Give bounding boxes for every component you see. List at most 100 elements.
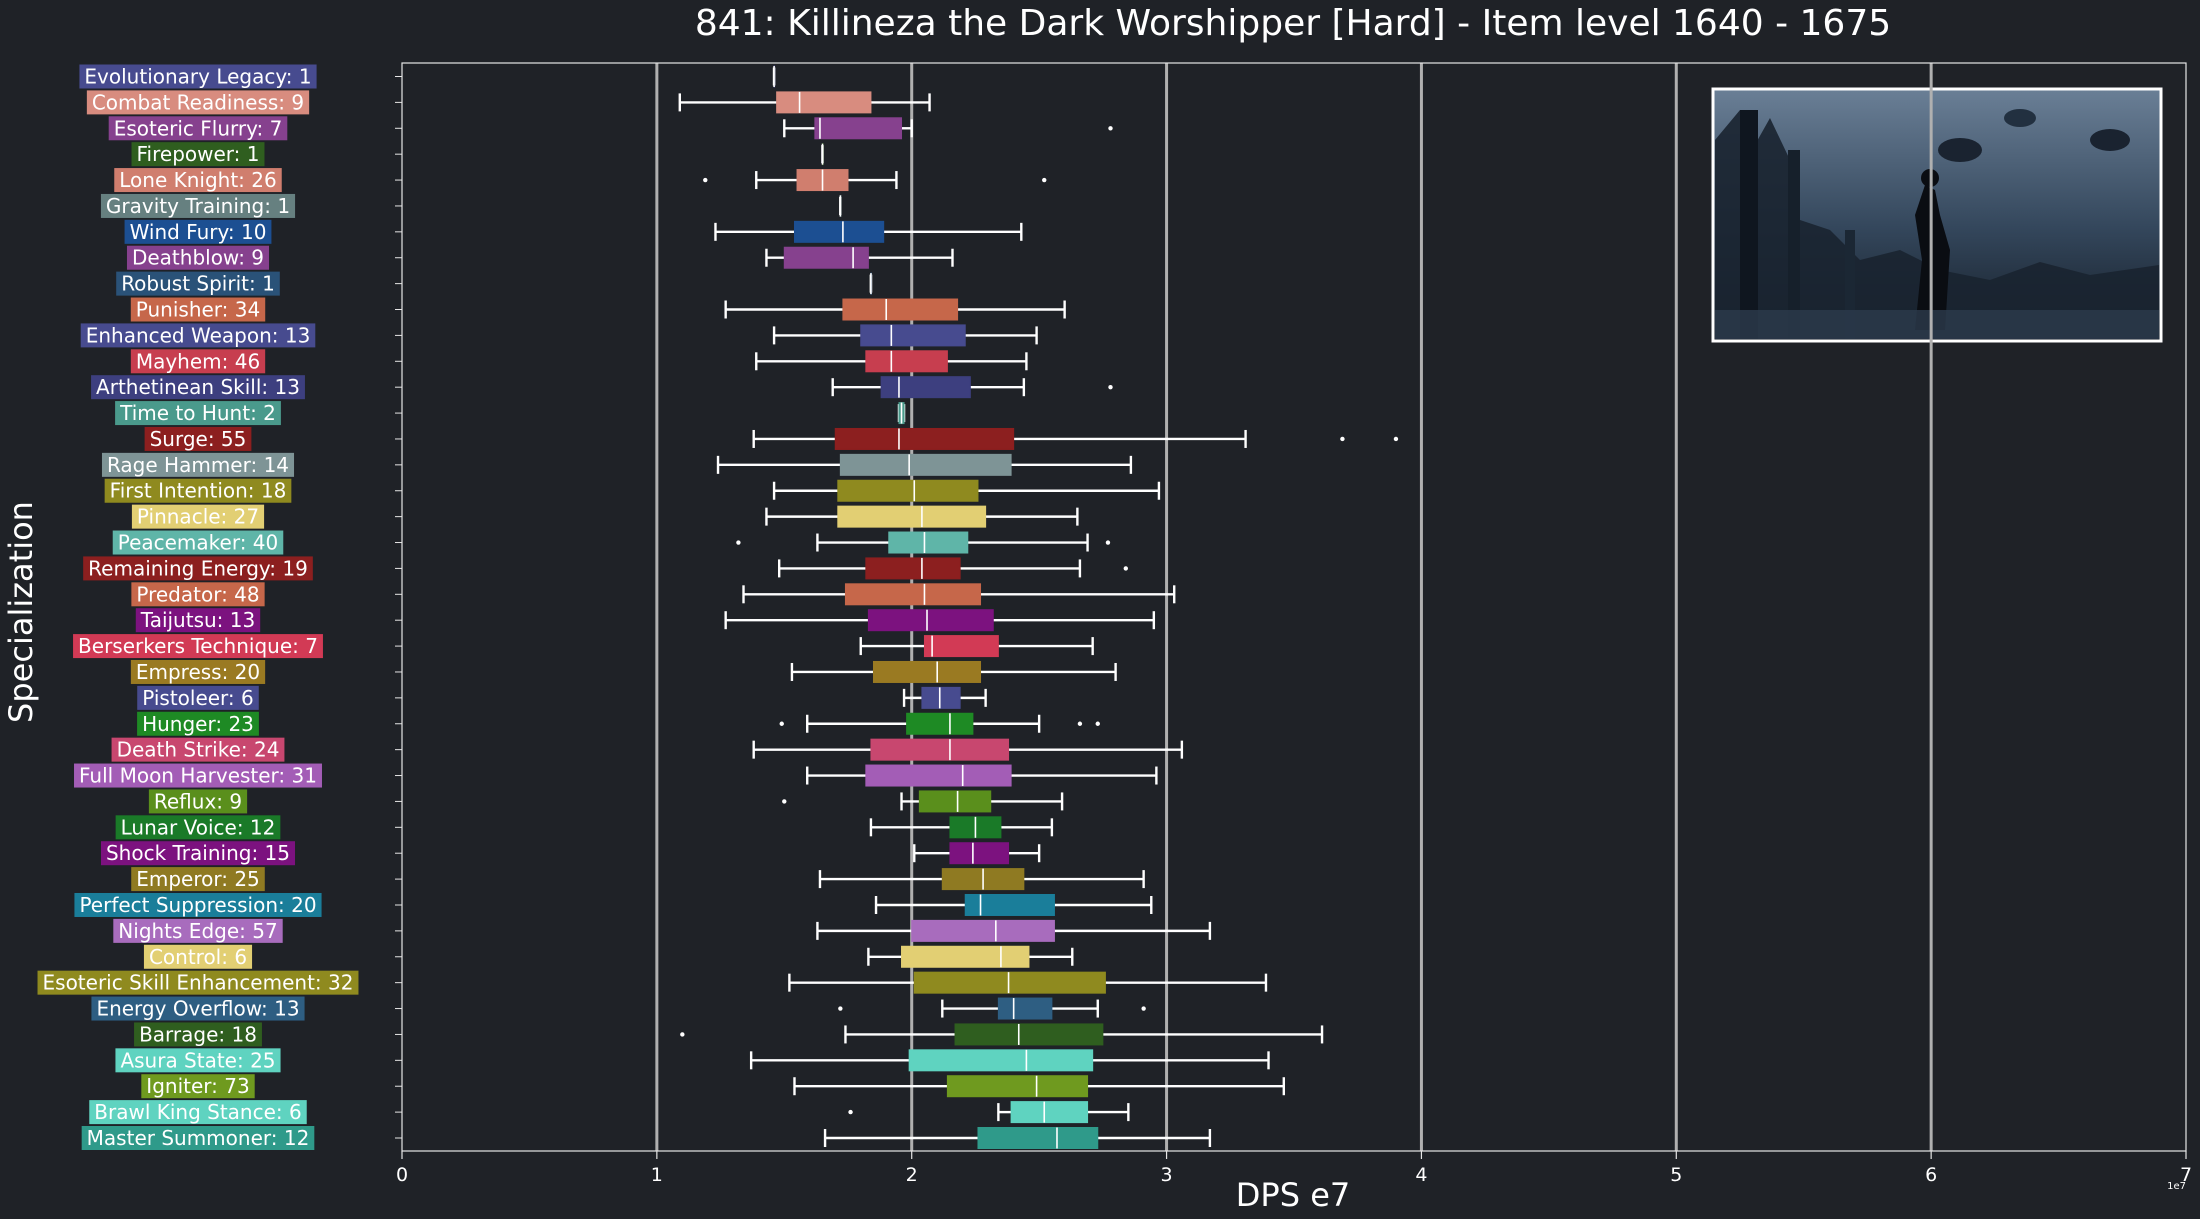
box (997, 997, 1053, 1020)
outlier-point (782, 799, 787, 804)
box (872, 660, 982, 683)
spec-label-bg (144, 426, 252, 451)
box (908, 1049, 1094, 1072)
spec-label: Punisher: 34 (136, 298, 260, 322)
box (911, 919, 1055, 942)
box (977, 1127, 1099, 1149)
plot-frame (401, 62, 2187, 1152)
spec-label: Esoteric Flurry: 7 (114, 116, 283, 140)
box (901, 945, 1030, 968)
box (842, 298, 959, 321)
box (954, 1023, 1104, 1046)
x-tick-label: 6 (1925, 1164, 1937, 1186)
spec-label: First Intention: 18 (110, 479, 287, 503)
box (837, 479, 979, 502)
outlier-point (736, 540, 741, 545)
spec-label-bg (131, 867, 265, 892)
spec-label-bg (83, 556, 313, 581)
spec-label-bg (100, 193, 296, 218)
box (783, 246, 869, 269)
spec-label: Esoteric Skill Enhancement: 32 (43, 971, 354, 995)
spec-label-bg (79, 64, 317, 89)
outlier-point (1141, 1006, 1146, 1011)
spec-label: Energy Overflow: 13 (96, 997, 299, 1021)
spec-label-bg (116, 271, 280, 296)
box (834, 427, 1015, 450)
x-tick-label: 2 (906, 1164, 918, 1186)
box (814, 117, 903, 140)
spec-label-bg (86, 90, 310, 115)
spec-label-bg (74, 892, 322, 917)
spec-label-bg (108, 116, 288, 141)
spec-label-bg (135, 608, 261, 633)
spec-label: Deathblow: 9 (132, 246, 264, 270)
outlier-point (848, 1109, 853, 1115)
spec-label: Surge: 55 (150, 427, 247, 451)
spec-label-bg (74, 763, 322, 788)
spec-label: Igniter: 73 (146, 1074, 249, 1098)
spec-label: Perfect Suppression: 20 (79, 893, 316, 917)
x-tick-label: 3 (1161, 1164, 1173, 1186)
spec-label-bg (73, 634, 323, 659)
x-axis-label: DPS e7 (1236, 1176, 1350, 1214)
spec-label-bg (101, 452, 295, 477)
box (839, 453, 1012, 476)
x-tick-label: 4 (1415, 1164, 1427, 1186)
box (865, 764, 1012, 787)
spec-label-bg (111, 737, 285, 762)
spec-label: Death Strike: 24 (117, 738, 280, 762)
outlier-point (1108, 384, 1113, 390)
spec-label-bg (37, 970, 359, 995)
spec-label: Empress: 20 (136, 660, 260, 684)
spec-label-bg (130, 297, 266, 322)
outlier-point (838, 1006, 843, 1011)
spec-label-bg (112, 530, 284, 555)
spec-label-bg (91, 996, 305, 1021)
box (776, 91, 872, 114)
spec-label: Brawl King Stance: 6 (94, 1100, 301, 1124)
spec-label-bg (104, 478, 292, 503)
spec-label: Pinnacle: 27 (137, 505, 259, 529)
spec-label-bg (131, 504, 265, 529)
spec-label: Shock Training: 15 (106, 841, 290, 865)
outlier-point (1042, 177, 1047, 183)
x-tick-label: 7 (2180, 1164, 2192, 1186)
spec-label: Hunger: 23 (142, 712, 254, 736)
spec-label-bg (80, 323, 316, 348)
x-tick-label: 5 (1670, 1164, 1682, 1186)
spec-label: Berserkers Technique: 7 (78, 634, 318, 658)
box (865, 350, 948, 373)
spec-label-bg (131, 582, 265, 607)
box (923, 635, 999, 658)
y-axis-label: Specialization (2, 501, 40, 723)
spec-label-bg (115, 815, 281, 840)
spec-label-bg (141, 1074, 255, 1099)
spec-label: Remaining Energy: 19 (88, 556, 308, 580)
spec-label-bg (137, 685, 259, 710)
spec-label-bg (130, 349, 266, 374)
spec-label: Enhanced Weapon: 13 (86, 323, 311, 347)
spec-label: Wind Fury: 10 (130, 220, 267, 244)
spec-label: Pistoleer: 6 (142, 686, 254, 710)
box (880, 376, 971, 399)
spec-label: Master Summoner: 12 (87, 1126, 310, 1150)
spec-label: Control: 6 (149, 945, 247, 969)
outlier-point (779, 721, 784, 726)
box (949, 842, 1010, 865)
spec-label-bg (113, 918, 283, 943)
x-scale-note: 1e7 (2167, 1181, 2186, 1192)
outlier-point (703, 177, 708, 183)
box (921, 686, 961, 709)
spec-label-bg (115, 1048, 281, 1073)
spec-label-bg (124, 219, 272, 244)
spec-label: Asura State: 25 (120, 1048, 275, 1072)
boss-thumbnail-image (1711, 87, 2163, 343)
spec-label: Full Moon Harvester: 31 (79, 764, 317, 788)
spec-label: Rage Hammer: 14 (107, 453, 289, 477)
spec-label: Combat Readiness: 9 (92, 90, 304, 114)
spec-label: Taijutsu: 13 (140, 608, 255, 632)
box (867, 609, 994, 632)
